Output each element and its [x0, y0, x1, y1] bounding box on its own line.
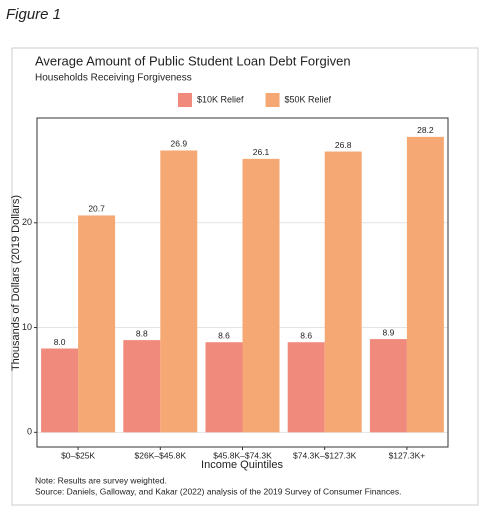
x-tick-label: $127.3K+ — [389, 450, 426, 460]
bar — [242, 158, 280, 433]
figure-label: Figure 1 — [6, 6, 61, 23]
legend-label: $10K Relief — [197, 94, 244, 104]
value-label: 8.6 — [300, 330, 312, 340]
bar — [78, 215, 116, 433]
value-label: 8.0 — [54, 337, 66, 347]
bar — [287, 342, 325, 433]
bar — [406, 136, 444, 433]
value-label: 26.9 — [171, 139, 188, 149]
x-tick-label: $0–$25K — [61, 450, 95, 460]
value-label: 26.1 — [253, 147, 270, 157]
value-label: 20.7 — [88, 204, 105, 214]
chart-title: Average Amount of Public Student Loan De… — [35, 53, 351, 68]
y-tick-label: 0 — [27, 427, 32, 437]
value-label: 26.8 — [335, 140, 352, 150]
chart-subtitle: Households Receiving Forgiveness — [35, 73, 192, 84]
legend-swatch — [178, 93, 192, 107]
bar — [123, 340, 161, 433]
bar — [324, 151, 362, 433]
legend-label: $50K Relief — [285, 94, 332, 104]
y-axis-title: Thousands of Dollars (2019 Dollars) — [10, 195, 22, 371]
bar — [369, 339, 407, 433]
bar — [205, 342, 243, 433]
legend-swatch — [265, 93, 280, 107]
note: Note: Results are survey weighted. — [35, 475, 167, 485]
x-axis-title: Income Quintiles — [201, 459, 283, 471]
value-label: 8.8 — [136, 328, 148, 338]
note: Source: Daniels, Galloway, and Kakar (20… — [35, 486, 401, 496]
value-label: 8.6 — [218, 330, 230, 340]
bar — [41, 348, 79, 433]
value-label: 8.9 — [382, 327, 394, 337]
y-tick-label: 20 — [22, 217, 32, 227]
plot-border — [36, 117, 449, 448]
x-tick-label: $45.8K–$74.3K — [213, 450, 272, 460]
bar — [160, 150, 198, 433]
x-tick-label: $74.3K–$127.3K — [293, 450, 357, 460]
value-label: 28.2 — [417, 125, 434, 135]
x-tick-label: $26K–$45.8K — [135, 450, 187, 460]
y-tick-label: 10 — [22, 322, 32, 332]
